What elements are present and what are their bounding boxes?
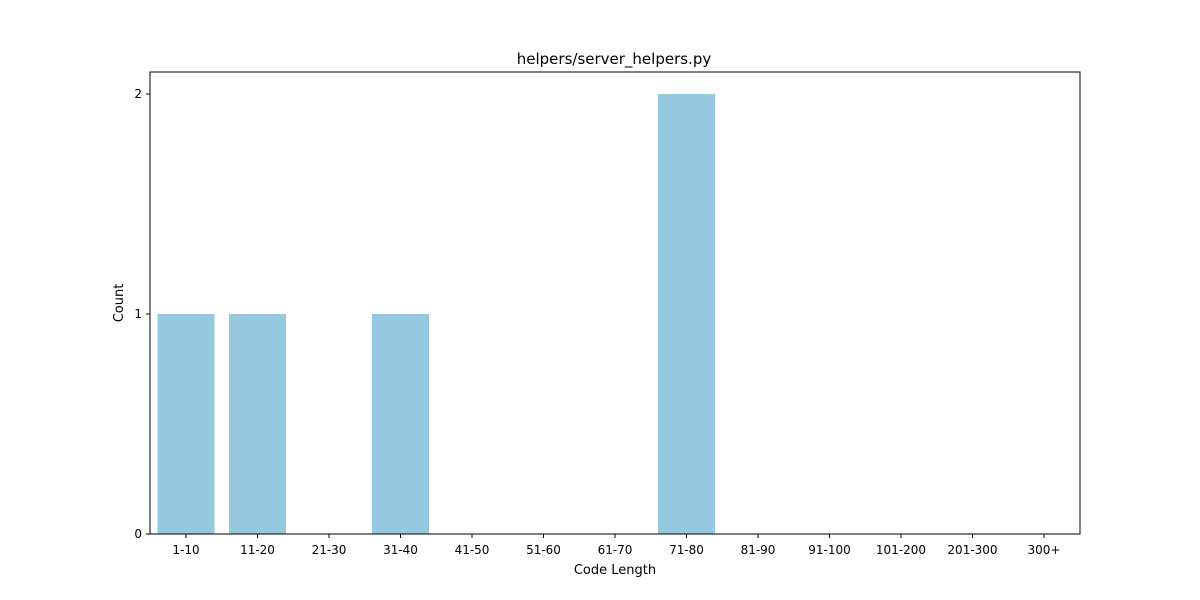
x-tick-label: 41-50 [455, 543, 490, 557]
x-tick-label: 11-20 [240, 543, 275, 557]
y-axis-ticks: 0 1 2 [134, 87, 150, 541]
chart-title: helpers/server_helpers.py [517, 50, 712, 69]
plot-frame [149, 71, 1081, 535]
x-axis-ticks: 1-10 11-20 21-30 31-40 41-50 51-60 61-70 71-80 8… [172, 534, 1060, 557]
x-tick-label: 51-60 [526, 543, 561, 557]
x-tick-label: 300+ [1028, 543, 1061, 557]
x-tick-label: 61-70 [598, 543, 633, 557]
y-tick-label: 2 [134, 87, 142, 101]
x-tick-label: 91-100 [808, 543, 851, 557]
x-axis-label: Code Length [574, 563, 656, 578]
bars-group [157, 94, 715, 534]
bar-31-40 [372, 314, 429, 534]
x-tick-label: 101-200 [876, 543, 926, 557]
x-tick-label: 71-80 [669, 543, 704, 557]
x-tick-label: 201-300 [947, 543, 997, 557]
bar-11-20 [229, 314, 286, 534]
y-axis-label: Count [112, 284, 127, 323]
y-tick-label: 0 [134, 527, 142, 541]
y-tick-label: 1 [134, 307, 142, 321]
x-tick-label: 21-30 [312, 543, 347, 557]
bar-71-80 [658, 94, 715, 534]
x-tick-label: 1-10 [172, 543, 199, 557]
x-tick-label: 31-40 [383, 543, 418, 557]
x-tick-label: 81-90 [741, 543, 776, 557]
bar-1-10 [157, 314, 215, 534]
